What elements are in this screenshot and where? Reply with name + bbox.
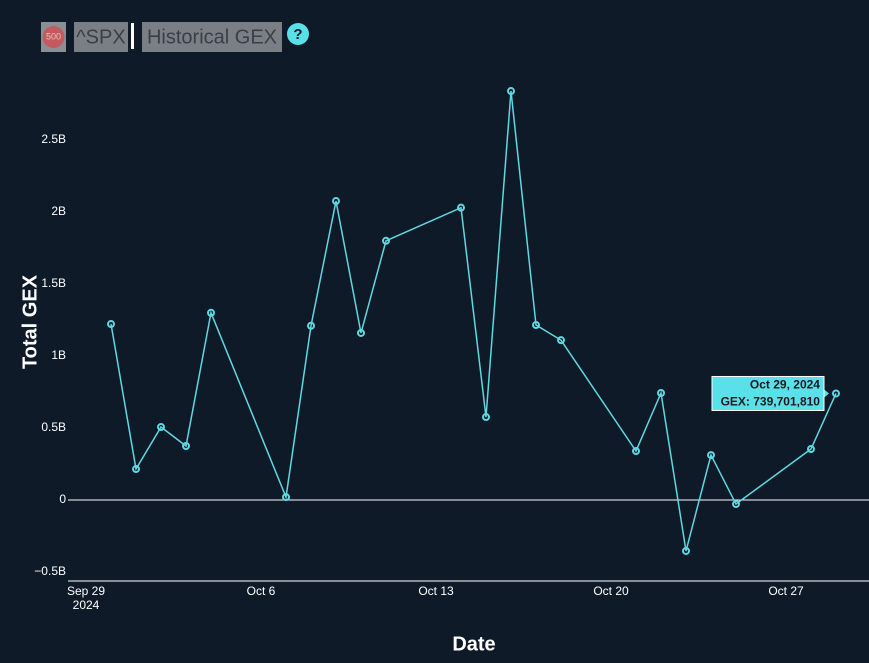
page-box[interactable] <box>142 22 282 52</box>
point <box>531 321 540 330</box>
y-tick-label: −0.5B <box>34 564 66 578</box>
point <box>132 465 141 474</box>
point <box>107 320 116 329</box>
point <box>631 447 640 456</box>
point <box>831 389 840 398</box>
point <box>357 328 366 337</box>
y-tick-label: 1.5B <box>41 276 66 290</box>
point <box>282 493 291 502</box>
point <box>731 500 740 509</box>
x-tick-label: Oct 20 <box>593 584 629 598</box>
badge-icon <box>42 26 65 48</box>
point <box>207 308 216 317</box>
x-tick-label: Oct 27 <box>768 584 804 598</box>
symbol-box[interactable] <box>74 22 128 52</box>
tooltip-label: GEX: 739,701,810 <box>721 395 821 409</box>
tooltip: Oct 29, 2024 GEX: 739,701,810 <box>711 375 829 411</box>
point <box>656 389 665 398</box>
point <box>382 236 391 245</box>
y-tick-label: 2.5B <box>41 132 66 146</box>
y-tick-label: 0.5B <box>41 420 66 434</box>
x-axis-title: Date <box>452 633 495 655</box>
help-icon[interactable] <box>287 23 309 45</box>
tooltip-title: Oct 29, 2024 <box>750 378 820 392</box>
point <box>556 336 565 345</box>
series-line <box>110 90 837 552</box>
point <box>706 451 715 460</box>
y-tick-label: 2B <box>51 204 66 218</box>
point <box>481 413 490 422</box>
point <box>457 203 466 212</box>
x-tick-label: Oct 13 <box>418 584 454 598</box>
badge-text: 500 <box>46 31 61 41</box>
x-tick-label: Sep 29 2024 <box>67 584 105 612</box>
point <box>332 197 341 206</box>
point <box>157 422 166 431</box>
y-axis-title: Total GEX <box>19 274 41 369</box>
point <box>307 321 316 330</box>
divider <box>131 23 134 49</box>
point <box>506 87 515 96</box>
x-tick-label: Oct 6 <box>247 584 276 598</box>
point <box>806 445 815 454</box>
tooltip-box <box>711 375 825 411</box>
help-text[interactable]: ? <box>293 26 302 43</box>
symbol[interactable]: ^SPX <box>76 26 125 48</box>
y-tick-label: 1B <box>51 348 66 362</box>
y-tick-label: 0 <box>59 492 66 506</box>
page-title[interactable]: Historical GEX <box>147 26 277 48</box>
point <box>681 546 690 555</box>
point <box>182 441 191 450</box>
